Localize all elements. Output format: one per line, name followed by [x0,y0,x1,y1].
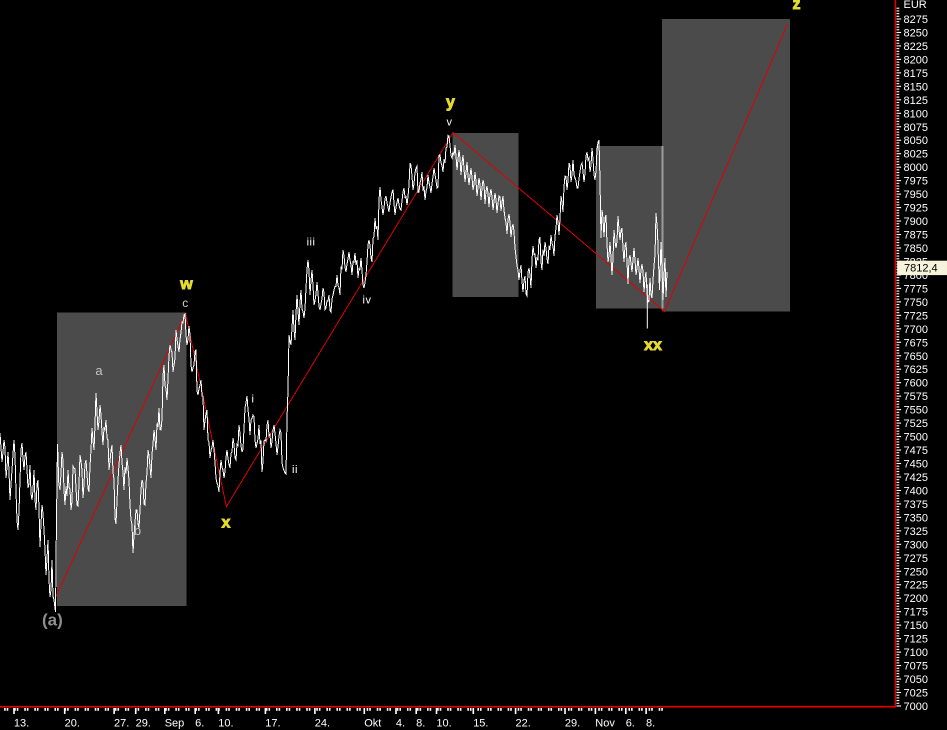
svg-text:7225: 7225 [904,580,928,592]
svg-text:13.: 13. [14,718,29,730]
svg-text:a: a [95,363,103,378]
svg-text:7775: 7775 [904,283,928,295]
svg-text:7675: 7675 [904,337,928,349]
svg-text:8225: 8225 [904,41,928,53]
svg-text:7025: 7025 [904,688,928,700]
svg-text:ii: ii [292,464,298,476]
svg-text:7950: 7950 [904,189,928,201]
svg-text:7700: 7700 [904,324,928,336]
svg-text:7875: 7875 [904,230,928,242]
svg-text:7625: 7625 [904,364,928,376]
svg-text:8025: 8025 [904,149,928,161]
svg-text:7725: 7725 [904,310,928,322]
svg-text:7125: 7125 [904,634,928,646]
svg-text:z: z [793,0,801,13]
svg-text:(a): (a) [42,611,63,630]
svg-text:8200: 8200 [904,54,928,66]
svg-text:7300: 7300 [904,539,928,551]
svg-text:Nov: Nov [595,718,615,730]
svg-text:y: y [446,94,455,111]
svg-text:22.: 22. [516,718,531,730]
svg-text:b: b [134,523,141,538]
svg-text:6.: 6. [626,718,635,730]
svg-text:7450: 7450 [904,459,928,471]
svg-text:7375: 7375 [904,499,928,511]
svg-text:xx: xx [644,337,662,354]
svg-text:7550: 7550 [904,405,928,417]
svg-text:iii: iii [307,237,316,249]
svg-text:iv: iv [363,295,372,307]
svg-text:7275: 7275 [904,553,928,565]
svg-text:8000: 8000 [904,162,928,174]
svg-text:w: w [179,276,193,293]
svg-text:EUR: EUR [904,0,927,11]
svg-text:8050: 8050 [904,135,928,147]
svg-text:7325: 7325 [904,526,928,538]
svg-text:29.: 29. [136,718,151,730]
svg-text:10.: 10. [436,718,451,730]
svg-text:8.: 8. [416,718,425,730]
svg-text:7400: 7400 [904,485,928,497]
svg-text:27.: 27. [114,718,129,730]
svg-text:4.: 4. [396,718,405,730]
svg-text:7000: 7000 [904,701,928,713]
svg-text:15.: 15. [473,718,488,730]
svg-text:Sep: Sep [165,718,185,730]
svg-text:7425: 7425 [904,472,928,484]
svg-text:7150: 7150 [904,620,928,632]
svg-text:7750: 7750 [904,297,928,309]
svg-text:8125: 8125 [904,95,928,107]
svg-text:7200: 7200 [904,593,928,605]
svg-text:17.: 17. [265,718,280,730]
svg-text:7975: 7975 [904,176,928,188]
svg-text:20.: 20. [65,718,80,730]
svg-text:7050: 7050 [904,674,928,686]
svg-text:8100: 8100 [904,108,928,120]
svg-text:6.: 6. [195,718,204,730]
svg-text:7650: 7650 [904,351,928,363]
svg-text:7575: 7575 [904,391,928,403]
svg-text:7175: 7175 [904,607,928,619]
svg-text:8175: 8175 [904,68,928,80]
svg-text:Okt: Okt [364,718,381,730]
svg-text:7525: 7525 [904,418,928,430]
svg-text:7925: 7925 [904,203,928,215]
svg-text:8.: 8. [646,718,655,730]
svg-text:8150: 8150 [904,81,928,93]
svg-text:v: v [447,117,453,129]
svg-text:29.: 29. [565,718,580,730]
svg-text:i: i [252,394,255,406]
svg-text:c: c [182,296,188,310]
svg-text:24.: 24. [315,718,330,730]
svg-text:7250: 7250 [904,566,928,578]
svg-text:7500: 7500 [904,432,928,444]
svg-text:8275: 8275 [904,14,928,26]
svg-text:7350: 7350 [904,512,928,524]
svg-text:10.: 10. [218,718,233,730]
svg-text:7900: 7900 [904,216,928,228]
svg-text:x: x [222,515,231,532]
svg-text:7812,4: 7812,4 [904,263,938,275]
svg-text:8250: 8250 [904,27,928,39]
svg-text:7475: 7475 [904,445,928,457]
svg-text:7600: 7600 [904,378,928,390]
svg-text:7100: 7100 [904,647,928,659]
svg-text:7850: 7850 [904,243,928,255]
svg-text:7075: 7075 [904,661,928,673]
svg-text:8075: 8075 [904,122,928,134]
